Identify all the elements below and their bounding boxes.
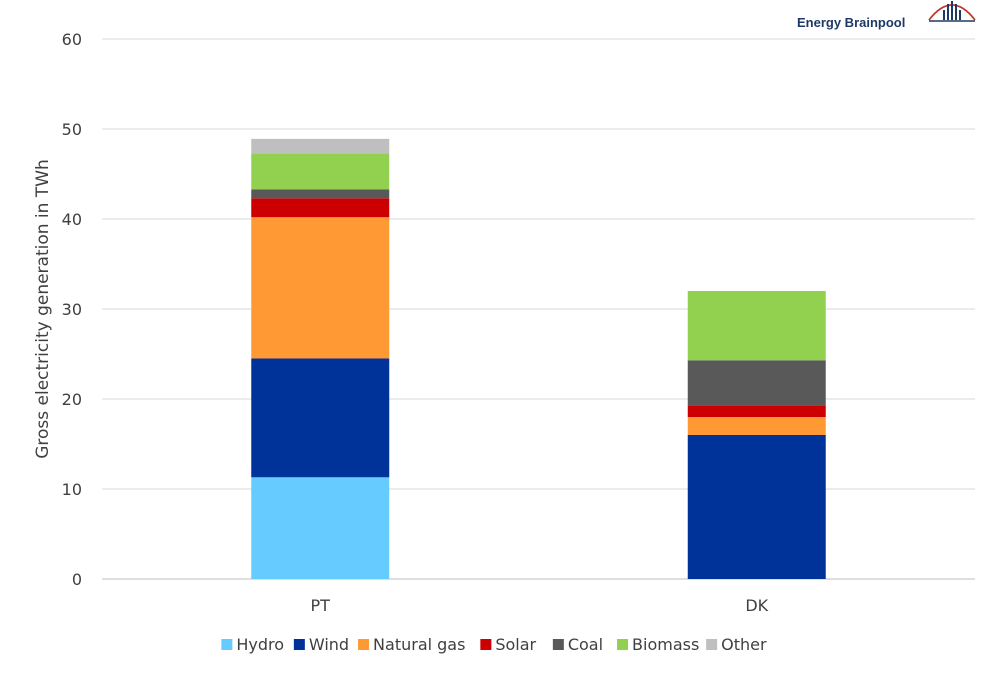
y-tick-label: 30: [62, 300, 82, 319]
bar-segment-pt-wind: [251, 358, 390, 478]
bar-segment-pt-biomass: [251, 153, 390, 190]
bar-segment-pt-natural-gas: [251, 217, 390, 359]
legend-swatch: [706, 639, 718, 650]
legend-label: Wind: [309, 635, 349, 654]
y-tick-label: 0: [72, 570, 82, 589]
legend-swatch: [221, 639, 233, 650]
logo-bridge-icon: [928, 1, 976, 22]
bar-segment-dk-solar: [687, 405, 826, 417]
bar-segment-dk-wind: [687, 435, 826, 579]
legend-label: Natural gas: [373, 635, 465, 654]
bar-segment-pt-hydro: [251, 477, 390, 579]
legend-label: Coal: [568, 635, 603, 654]
bar-segment-dk-coal: [687, 360, 826, 406]
y-tick-label: 10: [62, 480, 82, 499]
bar-segment-dk-natural-gas: [687, 417, 826, 435]
legend-label: Hydro: [236, 635, 284, 654]
bar-segment-pt-other: [251, 138, 390, 154]
x-category-label: DK: [745, 596, 768, 615]
y-tick-label: 60: [62, 30, 82, 49]
logo-text: Energy Brainpool: [797, 15, 905, 30]
gridlines: [102, 38, 975, 580]
legend-label: Biomass: [632, 635, 699, 654]
y-tick-label: 20: [62, 390, 82, 409]
y-axis-label: Gross electricity generation in TWh: [33, 159, 53, 459]
legend-label: Solar: [495, 635, 536, 654]
y-tick-label: 50: [62, 120, 82, 139]
x-axis-categories: PT DK: [311, 596, 769, 615]
logo: Energy Brainpool: [797, 1, 976, 30]
legend-swatch: [552, 639, 564, 650]
legend-swatch: [480, 639, 492, 650]
bar-segment-dk-biomass: [687, 291, 826, 361]
legend: Hydro Wind Natural gas Solar Coal Biomass Othe…: [221, 635, 767, 654]
legend-swatch: [617, 639, 629, 650]
legend-label: Other: [721, 635, 767, 654]
bar-segment-pt-coal: [251, 189, 390, 199]
bars: [251, 138, 826, 579]
x-category-label: PT: [311, 596, 331, 615]
legend-swatch: [293, 639, 305, 650]
y-axis-ticks: 0 10 20 30 40 50 60: [62, 30, 82, 589]
y-tick-label: 40: [62, 210, 82, 229]
legend-swatch: [358, 639, 370, 650]
bar-segment-pt-solar: [251, 198, 390, 218]
